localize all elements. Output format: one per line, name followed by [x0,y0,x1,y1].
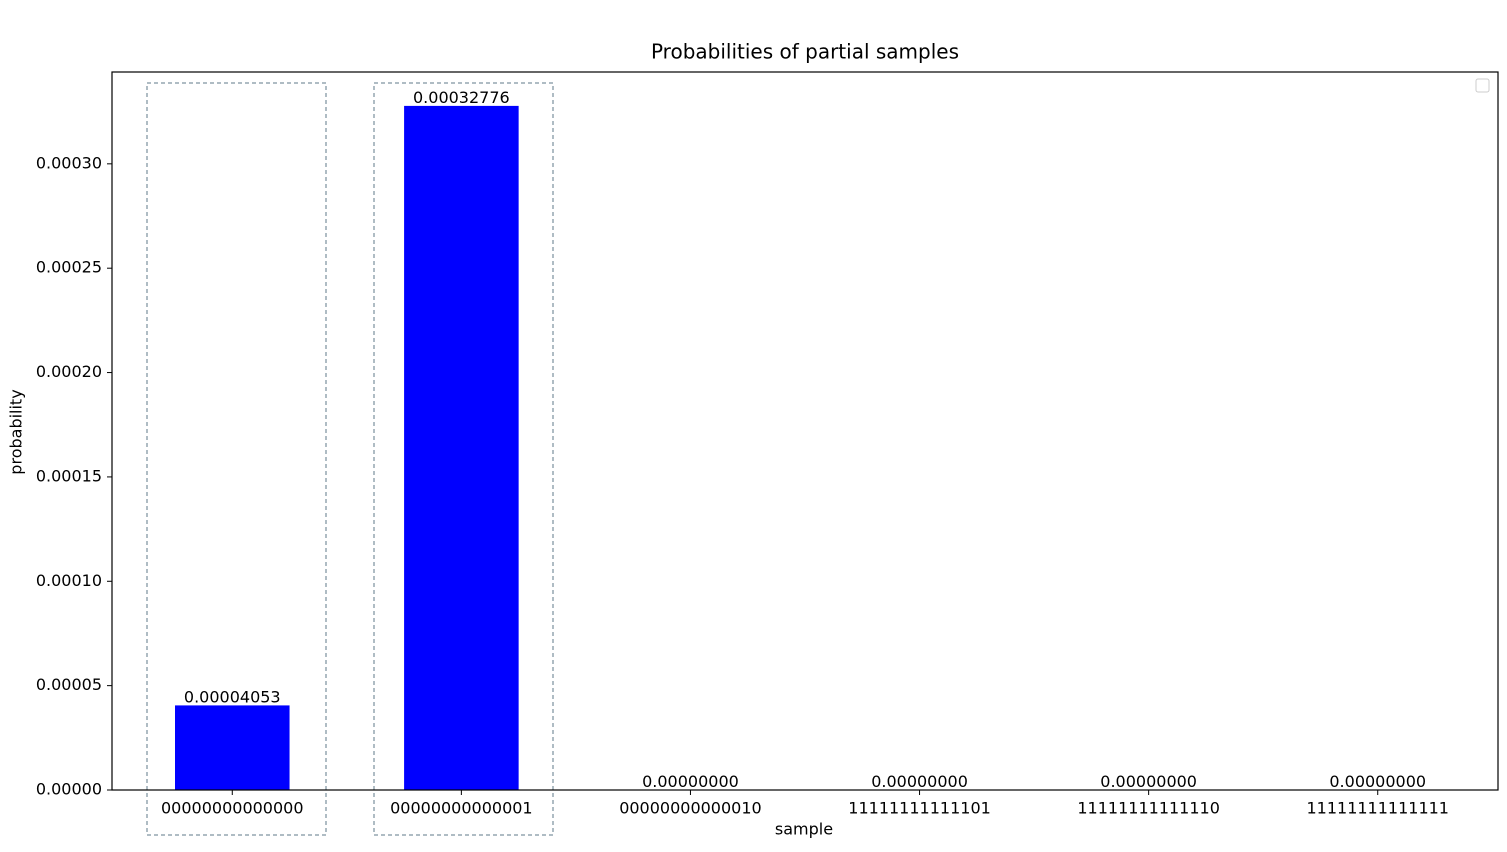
bar [404,105,519,790]
x-axis-label: sample [775,820,833,839]
axes-frame [111,71,1499,791]
x-tick-label: 00000000000000 [161,799,304,818]
y-tick-label: 0.00015 [36,466,102,485]
highlight-box [373,82,554,836]
plot: 0.00000 0.00005 0.00010 0.00015 0.00020 0.000… [36,88,1449,818]
value-label: 0.00000000 [871,772,968,791]
chart-title: Probabilities of partial samples [651,40,959,64]
y-tick-label: 0.00000 [36,780,102,799]
y-tick-label: 0.00020 [36,362,102,381]
highlight-box [146,82,327,836]
value-label: 0.00004053 [184,687,281,706]
y-tick-label: 0.00030 [36,153,102,172]
value-label: 0.00032776 [413,88,510,107]
bar [175,705,290,790]
y-tick-label: 0.00010 [36,571,102,590]
value-label: 0.00000000 [1100,772,1197,791]
x-tick-label: 11111111111110 [1077,799,1220,818]
y-tick-label: 0.00025 [36,258,102,277]
x-tick-label: 00000000000010 [619,799,762,818]
x-tick-label: 11111111111111 [1306,799,1449,818]
value-label: 0.00000000 [1329,772,1426,791]
value-label: 0.00000000 [642,772,739,791]
legend [1475,78,1490,93]
y-tick-label: 0.00005 [36,675,102,694]
y-axis-label: probability [7,389,26,474]
x-tick-label: 00000000000001 [390,799,533,818]
x-tick-label: 11111111111101 [848,799,991,818]
